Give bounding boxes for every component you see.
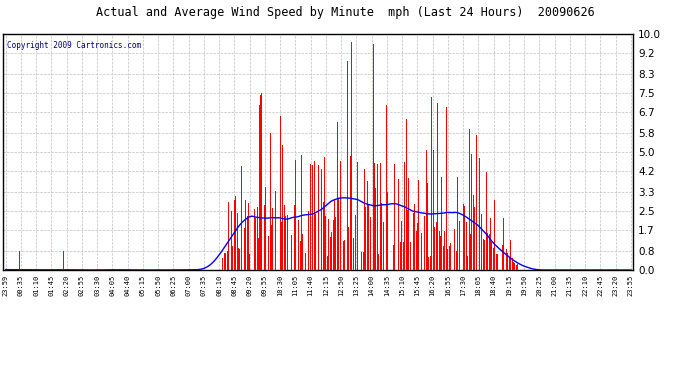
Text: Actual and Average Wind Speed by Minute  mph (Last 24 Hours)  20090626: Actual and Average Wind Speed by Minute … — [96, 6, 594, 19]
Text: Copyright 2009 Cartronics.com: Copyright 2009 Cartronics.com — [7, 41, 141, 50]
